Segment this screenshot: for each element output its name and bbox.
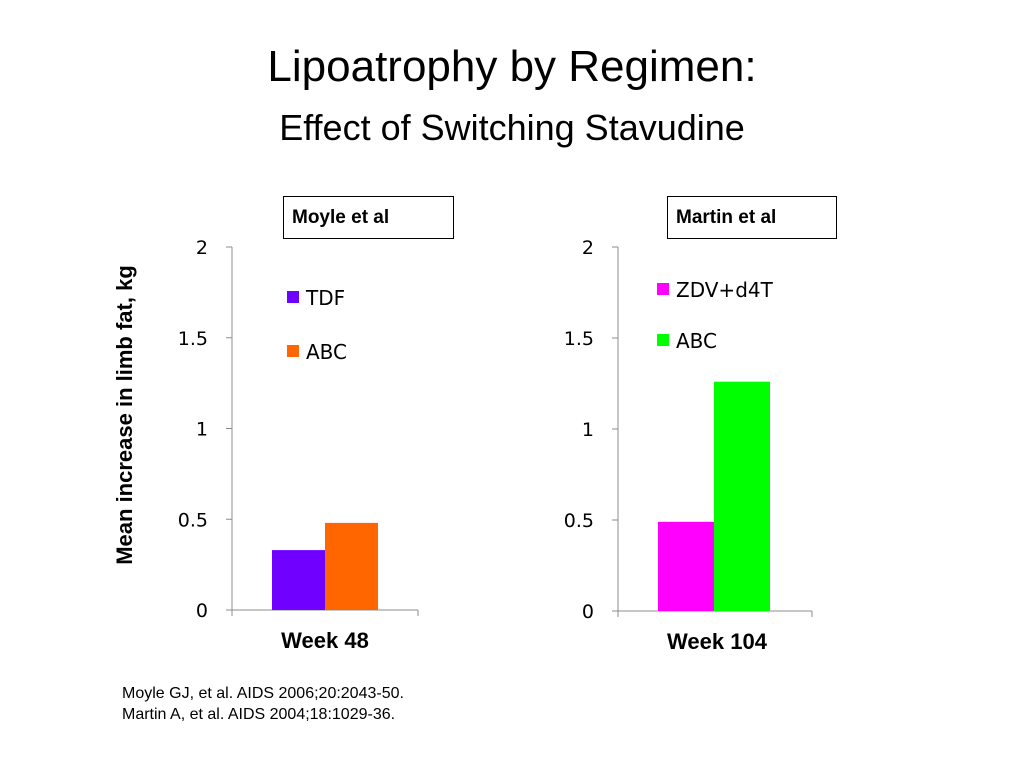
- x-category-label: Week 104: [667, 629, 768, 654]
- bar-abc: [714, 381, 770, 611]
- slide-title: Lipoatrophy by Regimen:: [267, 42, 757, 91]
- legend-label: ABC: [676, 329, 717, 353]
- x-category-label: Week 48: [281, 628, 369, 653]
- y-tick-label: 2: [582, 237, 594, 259]
- y-tick-label: 0: [196, 600, 208, 622]
- legend-label: ABC: [306, 340, 347, 364]
- legend-swatch: [657, 334, 669, 346]
- slide-subtitle: Effect of Switching Stavudine: [279, 107, 745, 148]
- y-tick-label: 0.5: [564, 510, 594, 532]
- legend-swatch: [287, 291, 299, 303]
- legend-swatch: [287, 345, 299, 357]
- reference-moyle: Moyle GJ, et al. AIDS 2006;20:2043-50.: [122, 685, 404, 702]
- y-tick-label: 1: [196, 419, 208, 441]
- reference-martin: Martin A, et al. AIDS 2004;18:1029-36.: [122, 706, 396, 723]
- y-tick-label: 0: [582, 601, 594, 623]
- y-tick-label: 1: [582, 419, 594, 441]
- y-tick-label: 0.5: [178, 509, 208, 531]
- y-tick-label: 1.5: [178, 328, 208, 350]
- bar-zdv-d4t: [658, 521, 714, 611]
- study-label-moyle: Moyle et al: [283, 196, 454, 239]
- legend-label: ZDV+d4T: [676, 278, 774, 302]
- legend-swatch: [657, 283, 669, 295]
- legend-label: TDF: [305, 286, 345, 310]
- references: Moyle GJ, et al. AIDS 2006;20:2043-50. M…: [122, 683, 404, 725]
- bar-tdf: [272, 550, 325, 610]
- bar-abc: [325, 522, 378, 610]
- study-label-martin: Martin et al: [667, 196, 837, 239]
- y-tick-label: 2: [196, 237, 208, 259]
- y-tick-label: 1.5: [564, 328, 594, 350]
